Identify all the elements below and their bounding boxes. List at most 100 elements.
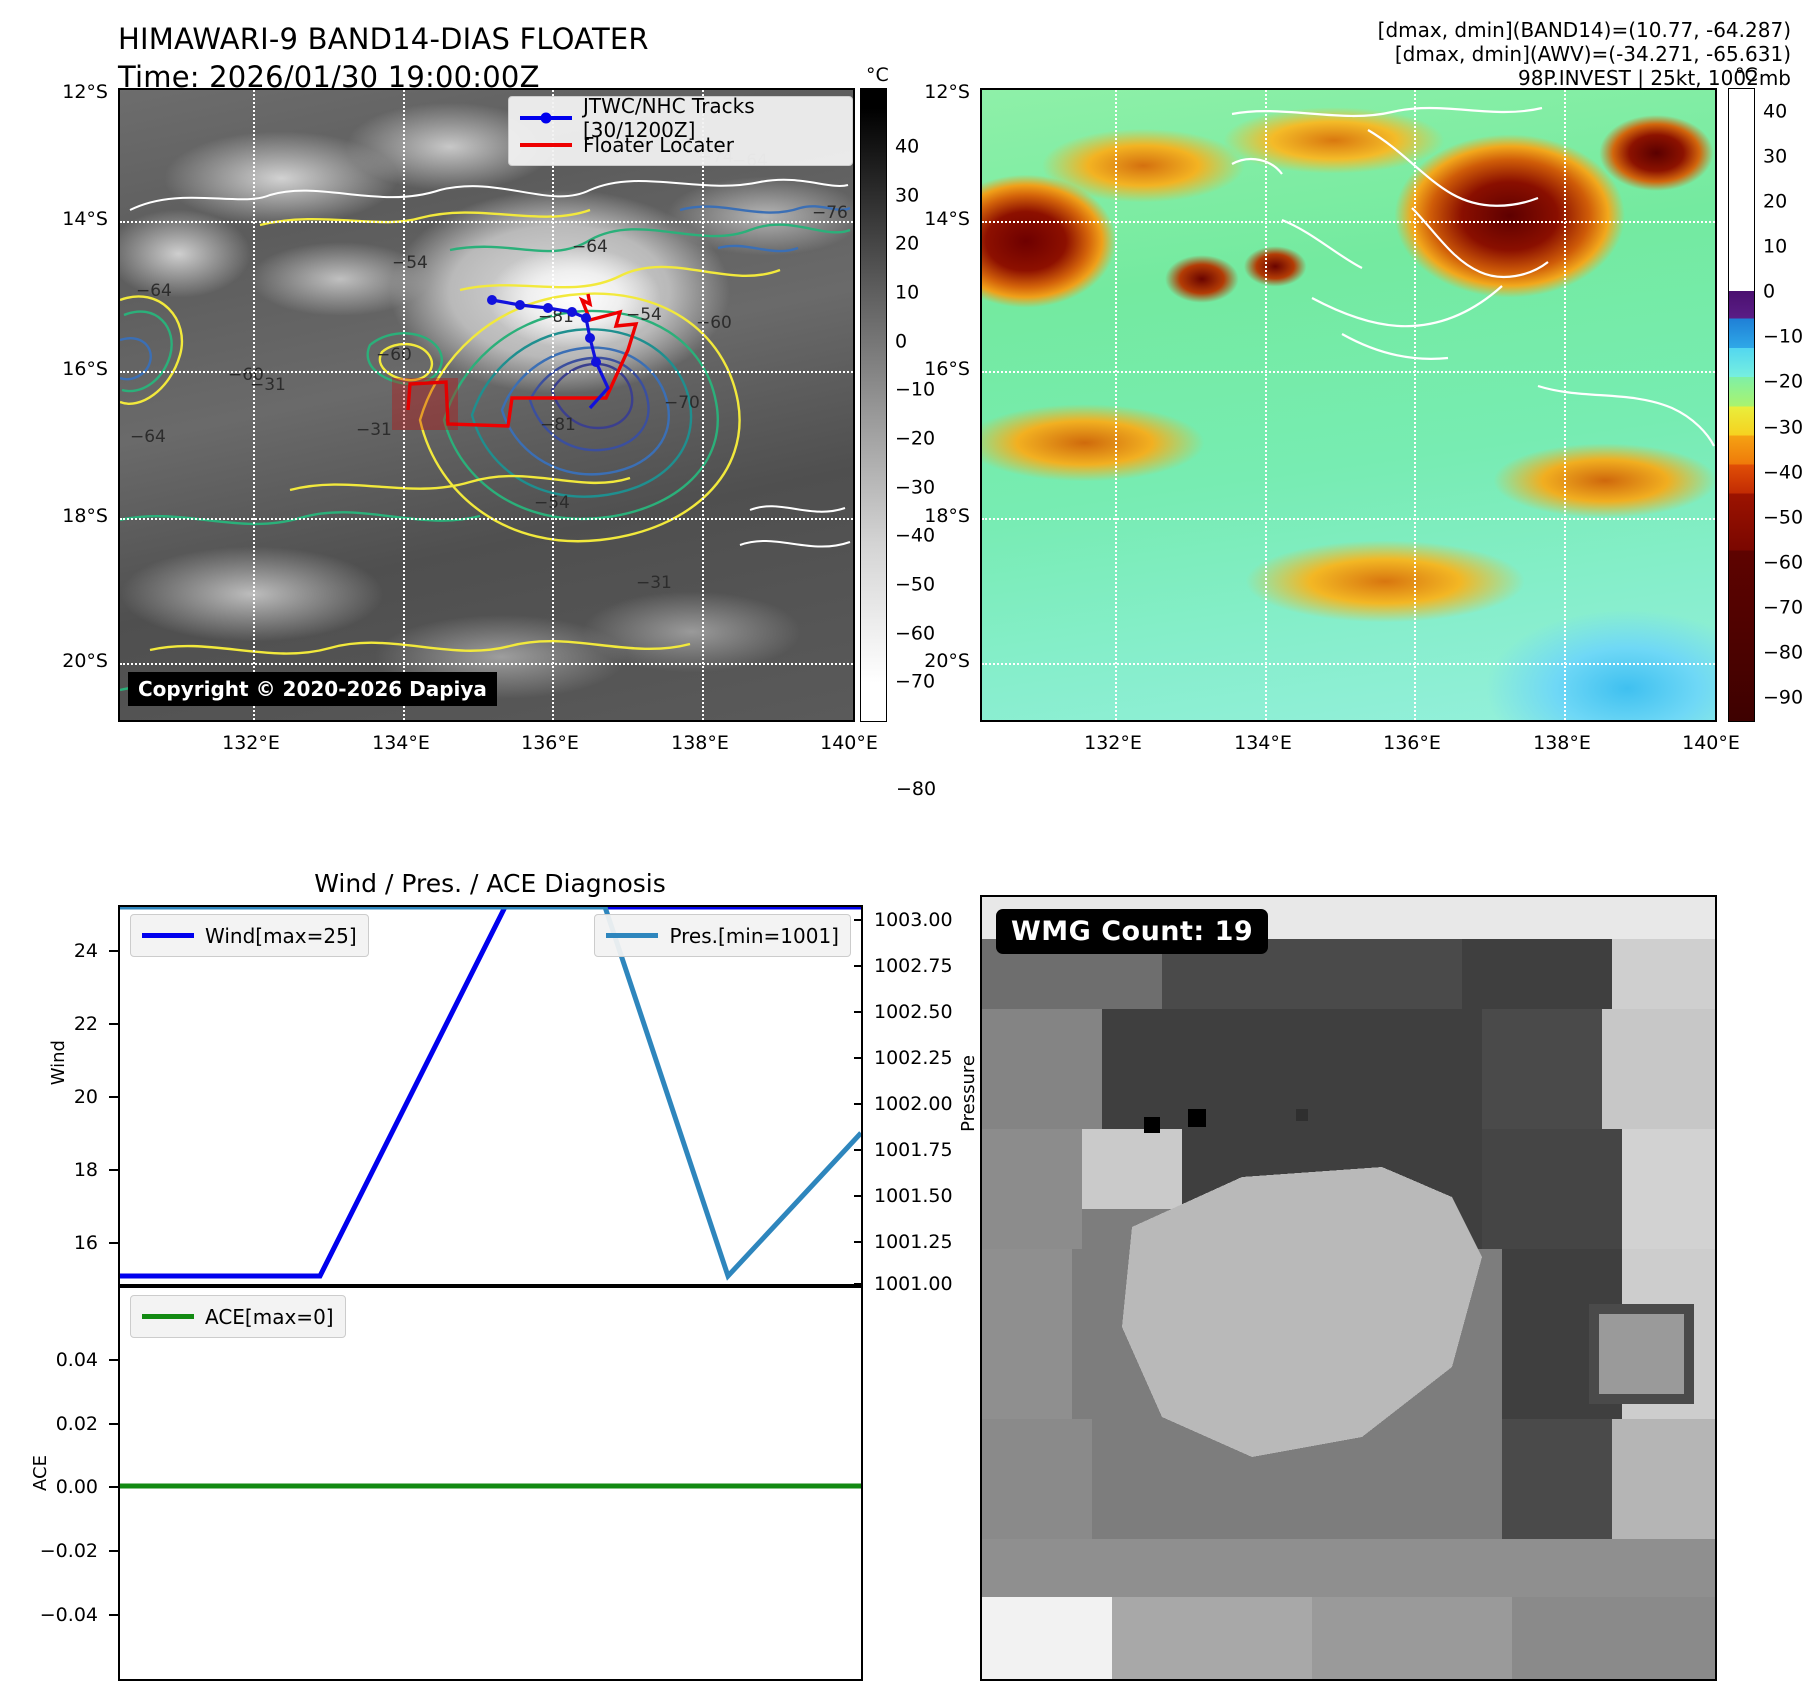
wv-cb-tick-m60: −60	[1763, 551, 1804, 574]
ir-cb-tick-20: 20	[895, 232, 920, 255]
ir-map-legend[interactable]: JTWC/NHC Tracks [30/1200Z] Floater Locat…	[508, 94, 853, 166]
svg-text:−54: −54	[392, 253, 428, 273]
ir-lat-tick-12S: 12°S	[62, 81, 108, 103]
svg-text:−64: −64	[130, 427, 166, 447]
ace-tick-004: 0.04	[55, 1349, 98, 1371]
ir-cb-tick-m80: −80	[896, 778, 937, 800]
wv-lat-tick-18S: 18°S	[924, 505, 970, 527]
legend-row-ace[interactable]: ACE[max=0]	[142, 1303, 334, 1330]
wv-cb-tick-40: 40	[1763, 100, 1788, 123]
pressure-tickmark-100125	[854, 1241, 863, 1243]
legend-row-floater[interactable]: Floater Locater	[520, 131, 841, 158]
ace-plot-area	[120, 1483, 861, 1489]
svg-text:−31: −31	[250, 375, 286, 395]
ace-tick-m002: −0.02	[39, 1540, 98, 1562]
legend-label-pressure: Pres.[min=1001]	[669, 923, 839, 948]
ace-chart[interactable]: ACE[max=0]	[118, 1286, 863, 1681]
pressure-tick-100175: 1001.75	[874, 1139, 953, 1161]
svg-text:−60: −60	[376, 345, 412, 365]
legend-label-wind: Wind[max=25]	[205, 923, 357, 948]
header-metadata-block: [dmax, dmin](BAND14)=(10.77, -64.287) [d…	[1378, 18, 1791, 90]
wv-lon-tick-138E: 138°E	[1533, 732, 1591, 754]
wv-cb-tick-m30: −30	[1763, 416, 1804, 439]
ir-grid-lat-18	[120, 518, 853, 520]
ace-series-icon	[142, 1314, 194, 1319]
wv-lat-tick-20S: 20°S	[924, 650, 970, 672]
header-title-block: HIMAWARI-9 BAND14-DIAS FLOATER Time: 202…	[118, 20, 649, 96]
pressure-legend[interactable]: Pres.[min=1001]	[594, 914, 851, 957]
ir-satellite-image	[120, 90, 853, 720]
wind-tick-22: 22	[73, 1013, 98, 1035]
wind-tickmark-22	[109, 1023, 118, 1025]
ace-tickmark-m004	[109, 1614, 118, 1616]
ir-lat-tick-18S: 18°S	[62, 505, 108, 527]
wv-grid-lat-14	[982, 221, 1715, 223]
ir-lon-tick-140E: 140°E	[820, 732, 878, 754]
wv-satellite-image	[982, 90, 1715, 720]
wv-grid-lat-16	[982, 371, 1715, 373]
wind-legend[interactable]: Wind[max=25]	[130, 914, 369, 957]
legend-row-jtwc[interactable]: JTWC/NHC Tracks [30/1200Z]	[520, 94, 841, 142]
legend-label-floater: Floater Locater	[583, 132, 734, 157]
ir-cb-tick-0: 0	[895, 330, 908, 353]
wv-lat-tick-12S: 12°S	[924, 81, 970, 103]
floater-locater-path	[406, 293, 639, 428]
legend-label-jtwc: JTWC/NHC Tracks [30/1200Z]	[583, 93, 755, 142]
ir-grid-lon-138	[702, 90, 704, 720]
pressure-tick-100250: 1002.50	[874, 1001, 953, 1023]
pressure-axis-label: Pressure	[958, 1055, 979, 1132]
ir-cb-tick-m20: −20	[895, 427, 936, 450]
wv-grid-lon-138	[1564, 90, 1566, 720]
pressure-series-icon	[606, 933, 659, 938]
ir-lat-tick-20S: 20°S	[62, 650, 108, 672]
wv-colorbar: 40 30 20 10 0 −10 −20 −30 −40 −50 −60 −7…	[1728, 88, 1803, 722]
pressure-tick-1003: 1003.00	[874, 909, 953, 931]
ir-cb-tick-40: 40	[895, 135, 920, 158]
wind-tick-24: 24	[73, 940, 98, 962]
wv-satellite-panel[interactable]	[980, 88, 1717, 722]
ace-tick-000: 0.00	[55, 1476, 98, 1498]
wv-cb-tick-m50: −50	[1763, 506, 1804, 529]
pressure-tickmark-100175	[854, 1149, 863, 1151]
ir-grid-lat-20	[120, 663, 853, 665]
wv-lon-tick-140E: 140°E	[1682, 732, 1740, 754]
ace-tickmark-004	[109, 1359, 118, 1361]
wmg-panel[interactable]: WMG Count: 19	[980, 895, 1717, 1681]
wv-lat-tick-16S: 16°S	[924, 358, 970, 380]
wv-lat-tick-14S: 14°S	[924, 208, 970, 230]
meta-awv-minmax: [dmax, dmin](AWV)=(-34.271, -65.631)	[1394, 42, 1791, 66]
pressure-tickmark-100275	[854, 965, 863, 967]
legend-row-wind[interactable]: Wind[max=25]	[142, 922, 357, 949]
copyright-notice: Copyright © 2020-2026 Dapiya	[128, 672, 497, 706]
ir-cb-tick-30: 30	[895, 184, 920, 207]
ir-cb-tick-m10: −10	[895, 378, 936, 401]
legend-row-pressure[interactable]: Pres.[min=1001]	[606, 922, 839, 949]
wv-cb-tick-0: 0	[1763, 280, 1776, 303]
wv-coastline-overlay	[1231, 106, 1715, 447]
wv-lon-tick-134E: 134°E	[1234, 732, 1292, 754]
wv-cb-tick-m90: −90	[1763, 686, 1804, 709]
ir-lon-tick-136E: 136°E	[521, 732, 579, 754]
wind-pressure-plot-area	[120, 907, 861, 1281]
pressure-tickmark-1002	[854, 1103, 863, 1105]
wind-tickmark-24	[109, 950, 118, 952]
ir-lon-tick-134E: 134°E	[372, 732, 430, 754]
wv-cb-tick-m10: −10	[1763, 325, 1804, 348]
pressure-tickmark-100250	[854, 1011, 863, 1013]
ir-satellite-panel[interactable]: −64 −64 −60 −31 −60 −54 −64 −54 −64 −74 …	[118, 88, 855, 722]
wind-pressure-chart[interactable]: Wind[max=25] Pres.[min=1001]	[118, 905, 863, 1286]
ir-lon-tick-132E: 132°E	[222, 732, 280, 754]
pressure-tickmark-100150	[854, 1195, 863, 1197]
svg-text:−31: −31	[356, 420, 392, 440]
meta-storm-summary: 98P.INVEST | 25kt, 1002mb	[1518, 66, 1791, 90]
ace-legend[interactable]: ACE[max=0]	[130, 1295, 346, 1338]
wv-cb-tick-m40: −40	[1763, 461, 1804, 484]
wv-grid-lon-136	[1414, 90, 1416, 720]
storm-track-overlay	[392, 293, 639, 430]
pressure-tick-100275: 1002.75	[874, 955, 953, 977]
svg-text:−64: −64	[136, 281, 172, 301]
ir-cb-tick-m50: −50	[895, 573, 936, 596]
wv-colorbar-unit: °C	[1735, 64, 1758, 86]
wv-grid-lat-18	[982, 518, 1715, 520]
pressure-series-line	[120, 907, 861, 1281]
